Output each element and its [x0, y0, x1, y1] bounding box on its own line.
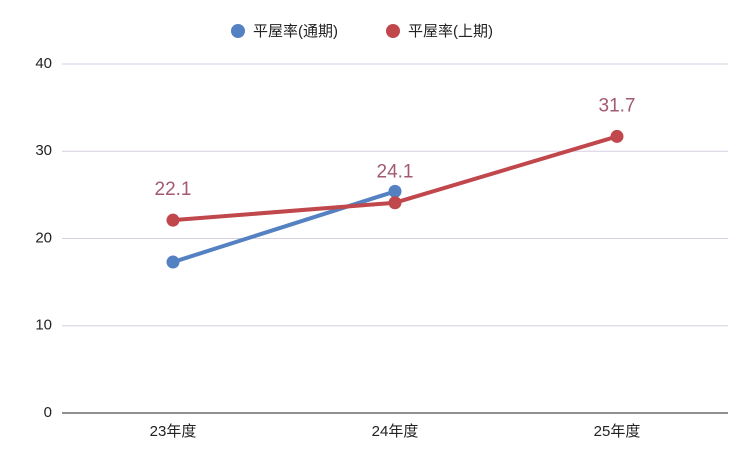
y-tick-label: 30 [35, 142, 52, 159]
legend-marker [386, 24, 400, 38]
y-tick-label: 0 [44, 404, 52, 421]
x-tick-label: 23年度 [150, 423, 197, 440]
point [166, 255, 180, 269]
point [388, 184, 402, 198]
legend-marker [231, 24, 245, 38]
value-label: 31.7 [599, 95, 636, 116]
line [172, 189, 396, 264]
point [388, 196, 402, 210]
x-tick-label: 24年度 [372, 423, 419, 440]
x-tick-label: 25年度 [594, 423, 641, 440]
y-tick-label: 40 [35, 55, 52, 72]
value-label: 22.1 [155, 179, 192, 200]
value-label: 24.1 [377, 162, 414, 183]
y-tick-label: 10 [35, 317, 52, 334]
legend-label: 平屋率(上期) [408, 23, 493, 40]
y-tick-label: 20 [35, 229, 52, 246]
point [610, 129, 624, 143]
legend-label: 平屋率(通期) [253, 23, 338, 40]
point [166, 213, 180, 227]
